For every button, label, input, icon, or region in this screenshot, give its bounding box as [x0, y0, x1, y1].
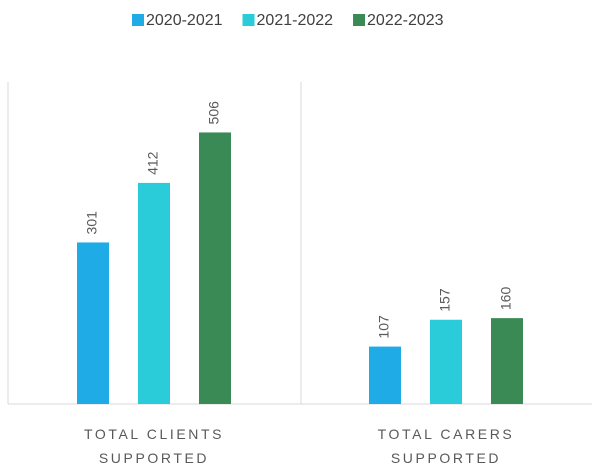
bar — [491, 318, 523, 404]
bar — [369, 346, 401, 404]
data-label: 157 — [437, 288, 453, 312]
legend-swatch — [132, 14, 144, 26]
x-tick-label: TOTAL CARERS SUPPORTED — [377, 426, 515, 465]
data-label: 301 — [84, 211, 100, 235]
legend-label: 2020-2021 — [146, 12, 223, 29]
data-label: 412 — [145, 151, 161, 175]
legend-label: 2022-2023 — [367, 12, 444, 29]
legend-swatch — [242, 14, 255, 26]
bar — [430, 319, 462, 404]
data-label: 107 — [376, 315, 392, 339]
bar — [199, 132, 231, 405]
legend-swatch — [353, 14, 366, 26]
data-label: 506 — [206, 101, 222, 125]
legend-label: 2021-2022 — [257, 12, 334, 29]
bar — [77, 242, 109, 404]
x-tick-label: TOTAL CLIENTS SUPPORTED — [83, 426, 225, 465]
bar — [138, 182, 170, 404]
data-label: 160 — [498, 287, 514, 311]
